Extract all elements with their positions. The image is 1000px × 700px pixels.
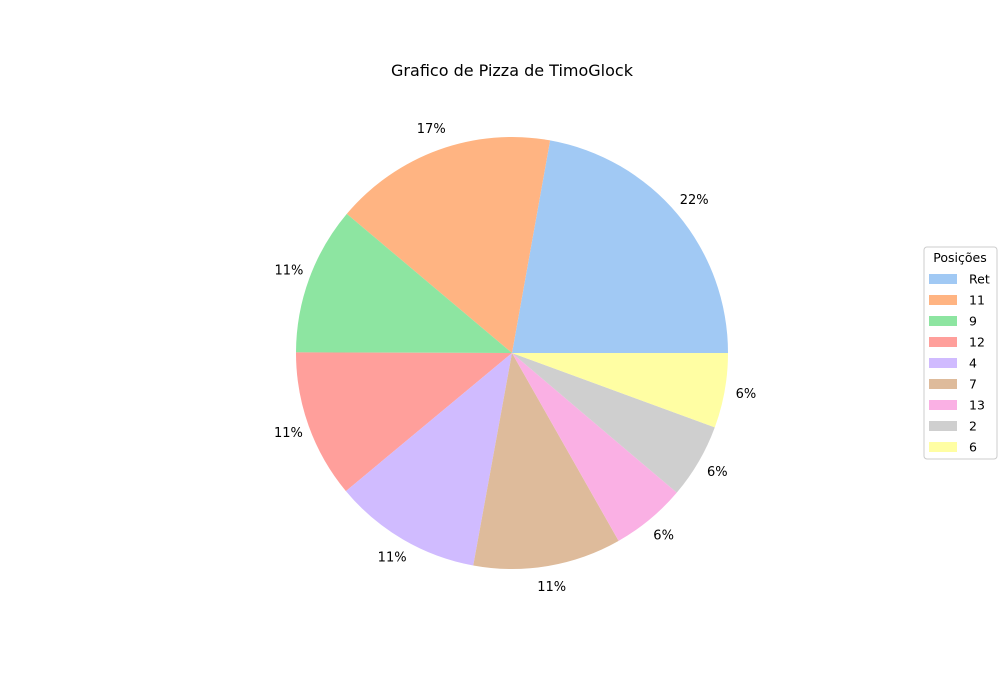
legend-label-12: 12 — [969, 335, 985, 350]
legend-swatch-ret — [929, 274, 957, 284]
percent-label-2: 6% — [707, 465, 728, 480]
legend-label-7: 7 — [969, 377, 977, 392]
legend-label-6: 6 — [969, 440, 977, 455]
percent-label-7: 11% — [537, 580, 566, 595]
pie-slices — [296, 137, 728, 569]
legend-title: Posições — [933, 250, 986, 265]
legend-swatch-9 — [929, 316, 957, 326]
percent-label-ret: 22% — [680, 193, 709, 208]
legend-label-9: 9 — [969, 314, 977, 329]
legend-swatch-13 — [929, 400, 957, 410]
legend-swatch-12 — [929, 337, 957, 347]
pie-slice-7 — [473, 353, 619, 569]
pie-slice-6 — [512, 353, 728, 428]
legend-swatch-4 — [929, 358, 957, 368]
legend: Posições Ret 11 9 12 4 7 13 2 6 — [923, 246, 998, 460]
percent-label-12: 11% — [274, 426, 303, 441]
legend-label-11: 11 — [969, 293, 985, 308]
percent-label-9: 11% — [274, 264, 303, 279]
percent-label-4: 11% — [378, 551, 407, 566]
percent-label-11: 17% — [417, 122, 446, 137]
pie-slice-9 — [296, 213, 512, 353]
pie-slice-11 — [346, 137, 551, 353]
pie-slice-12 — [296, 352, 512, 492]
legend-swatch-6 — [929, 442, 957, 452]
percent-label-6: 6% — [736, 387, 757, 402]
legend-items: Ret 11 9 12 4 7 13 2 6 — [929, 272, 990, 455]
legend-label-4: 4 — [969, 356, 977, 371]
legend-swatch-11 — [929, 295, 957, 305]
pie-slice-ret — [512, 140, 728, 353]
legend-swatch-2 — [929, 421, 957, 431]
percent-labels: 22% 17% 11% 11% 11% 11% 6% 6% 6% — [274, 122, 756, 595]
legend-label-ret: Ret — [969, 272, 990, 287]
legend-swatch-7 — [929, 379, 957, 389]
pie-slice-2 — [512, 353, 715, 493]
chart-title: Grafico de Pizza de TimoGlock — [391, 61, 634, 80]
percent-label-13: 6% — [653, 528, 674, 543]
pie-slice-4 — [345, 353, 512, 566]
pie-slice-13 — [512, 353, 677, 541]
legend-label-13: 13 — [969, 398, 985, 413]
legend-label-2: 2 — [969, 419, 977, 434]
